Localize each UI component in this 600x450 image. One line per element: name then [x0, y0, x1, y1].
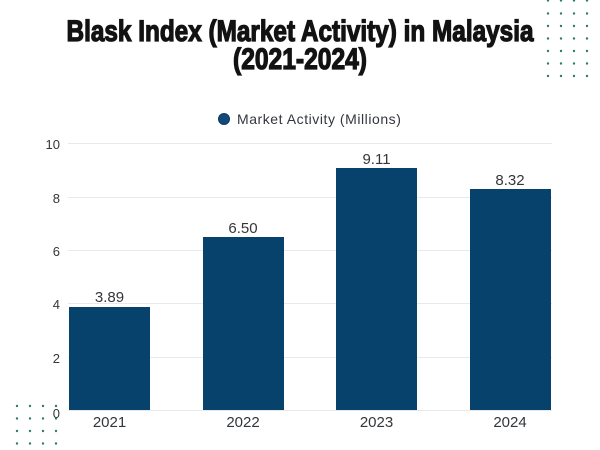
svg-text:Blask Index (Market Activity): Blask Index (Market Activity) in Malaysi… [67, 15, 534, 48]
svg-text:(2021-2024): (2021-2024) [233, 43, 367, 76]
